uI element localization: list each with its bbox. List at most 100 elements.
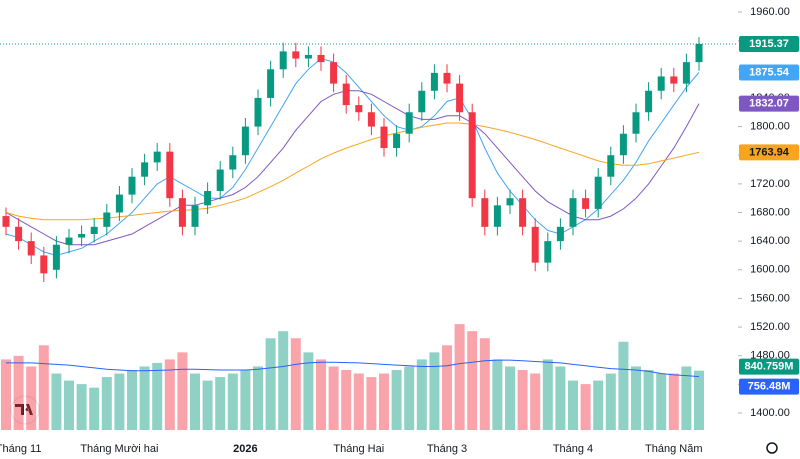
volume-bar [265, 338, 276, 430]
candle-body [682, 62, 690, 84]
volume-ma-line [6, 359, 700, 378]
volume-bar [694, 370, 704, 430]
candle-body [594, 176, 602, 209]
candle-body [229, 155, 237, 170]
candle-body [430, 72, 438, 91]
candle [695, 37, 703, 71]
volume-bar [253, 366, 263, 430]
y-tick-label: 1640.00 [750, 235, 790, 247]
candle-body [569, 198, 577, 227]
candle-body [468, 112, 476, 199]
volume-bar [580, 384, 591, 430]
price-tag-bg [739, 35, 799, 52]
candle [241, 117, 249, 164]
settings-icon[interactable] [766, 442, 778, 454]
candle-body [367, 112, 375, 127]
y-tick-label: 1680.00 [750, 206, 790, 218]
volume-bar [240, 370, 251, 430]
candle [430, 64, 438, 100]
volume-bar [454, 324, 465, 430]
volume-bar [89, 387, 100, 430]
candle-body [267, 69, 275, 98]
volume-bar [26, 366, 37, 430]
candle [292, 42, 300, 68]
candle-body [456, 83, 464, 113]
volume-tag-bg [739, 358, 799, 375]
x-tick-label: Tháng Năm [645, 443, 702, 455]
volume-bar [631, 366, 641, 430]
ma-tag: 1832.07 [739, 95, 799, 112]
candle-body [632, 112, 640, 134]
candle [506, 189, 514, 214]
candle [216, 160, 224, 200]
candle-body [670, 76, 678, 84]
x-tick-label: Tháng Hai [333, 443, 384, 455]
candle-body [103, 212, 111, 227]
candle [52, 236, 60, 279]
candle-body [40, 255, 48, 274]
candle-body [27, 241, 35, 256]
candle [682, 53, 690, 93]
volume-bar [505, 366, 515, 430]
volume-bar [190, 373, 200, 430]
volume-bar [467, 331, 478, 430]
logo-mark [15, 404, 33, 415]
volume-bar [555, 366, 566, 430]
y-tick-label: 1520.00 [750, 321, 790, 333]
candle-body [342, 83, 350, 106]
candle [153, 143, 161, 171]
candle [342, 75, 350, 114]
volume-bar [227, 373, 238, 430]
candle-body [166, 151, 174, 199]
candle-body [78, 233, 86, 238]
ma-tag: 1763.94 [739, 144, 799, 161]
ma-tag-label: 1763.94 [749, 146, 790, 158]
candle-body [141, 162, 149, 177]
y-tick-label: 1600.00 [750, 264, 790, 276]
candle [279, 42, 287, 78]
candle [178, 189, 186, 236]
ma-tag-bg [739, 64, 799, 81]
candle-body [418, 90, 426, 113]
volume-bar [416, 359, 427, 430]
candle [645, 82, 653, 121]
volume-bar [215, 377, 226, 430]
volume-bar [13, 355, 24, 430]
candle-body [241, 126, 249, 156]
candle [380, 117, 388, 157]
candle [65, 228, 73, 254]
ma-line [5, 57, 700, 257]
y-tick-label: 1560.00 [750, 292, 790, 304]
volume-bars [1, 324, 704, 430]
candle-body [292, 51, 300, 59]
candle [115, 186, 123, 222]
volume-bar [366, 377, 377, 430]
candle [267, 60, 275, 107]
volume-bar [492, 359, 503, 430]
candle [90, 218, 98, 243]
candle-body [2, 216, 10, 227]
volume-bar [429, 352, 440, 430]
volume-bar [643, 370, 654, 430]
volume-bar [114, 373, 125, 430]
volume-bar [101, 377, 112, 430]
volume-bar [442, 345, 452, 430]
candle-body [304, 54, 312, 59]
candle [128, 168, 136, 204]
candle-body [619, 133, 627, 156]
candle [468, 103, 476, 207]
x-tick-label: Tháng 4 [553, 443, 593, 455]
candle [670, 67, 678, 93]
candle-body [216, 169, 224, 192]
candle [632, 103, 640, 143]
candle-body [153, 151, 161, 163]
candle [304, 46, 312, 68]
volume-bar [76, 384, 87, 430]
candle [27, 232, 35, 265]
gear[interactable] [766, 442, 778, 454]
y-tick-label: 1480.00 [750, 350, 790, 362]
ma-tag-bg [739, 95, 799, 112]
volume-bar [618, 341, 629, 430]
candle-body [90, 226, 98, 234]
